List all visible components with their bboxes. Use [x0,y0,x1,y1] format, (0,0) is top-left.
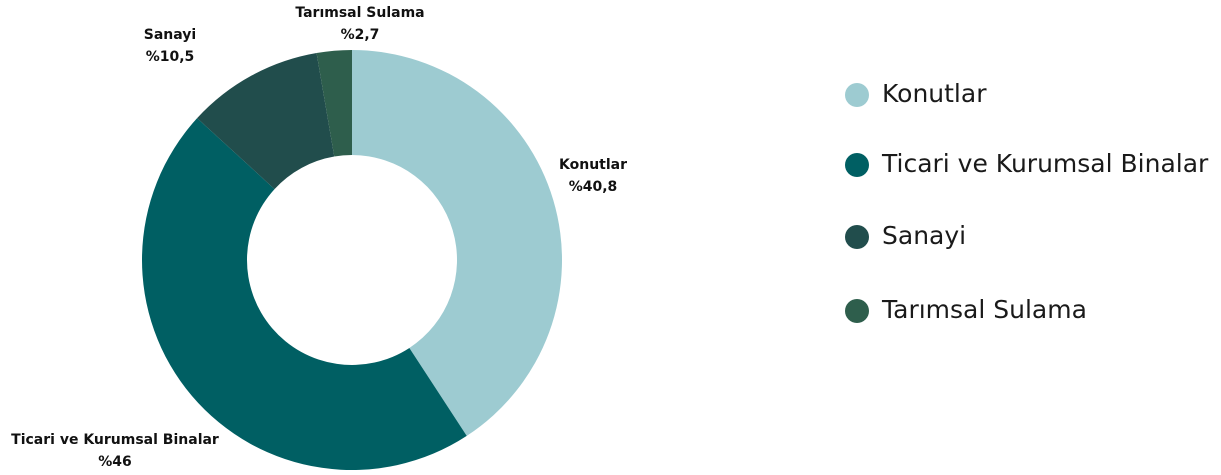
slice-label: Ticari ve Kurumsal Binalar [11,432,219,448]
slice-label: Konutlar [559,157,627,173]
slice-value-label: %40,8 [569,179,618,195]
donut-slice [142,118,467,470]
legend-label: Tarımsal Sulama [881,295,1087,324]
slice-value-label: %10,5 [146,49,195,65]
donut-slice [197,53,335,190]
legend-swatch [845,225,869,249]
slice-value-label: %2,7 [341,27,380,43]
slice-label: Sanayi [144,27,196,43]
donut-slice [352,50,562,436]
legend-swatch [845,299,869,323]
legend-swatch [845,153,869,177]
legend-label: Konutlar [882,79,987,108]
slice-value-label: %46 [98,454,132,470]
legend-label: Sanayi [882,221,966,250]
slice-label: Tarımsal Sulama [295,5,424,21]
legend-label: Ticari ve Kurumsal Binalar [881,149,1209,178]
donut-slice [316,50,352,157]
legend-swatch [845,83,869,107]
